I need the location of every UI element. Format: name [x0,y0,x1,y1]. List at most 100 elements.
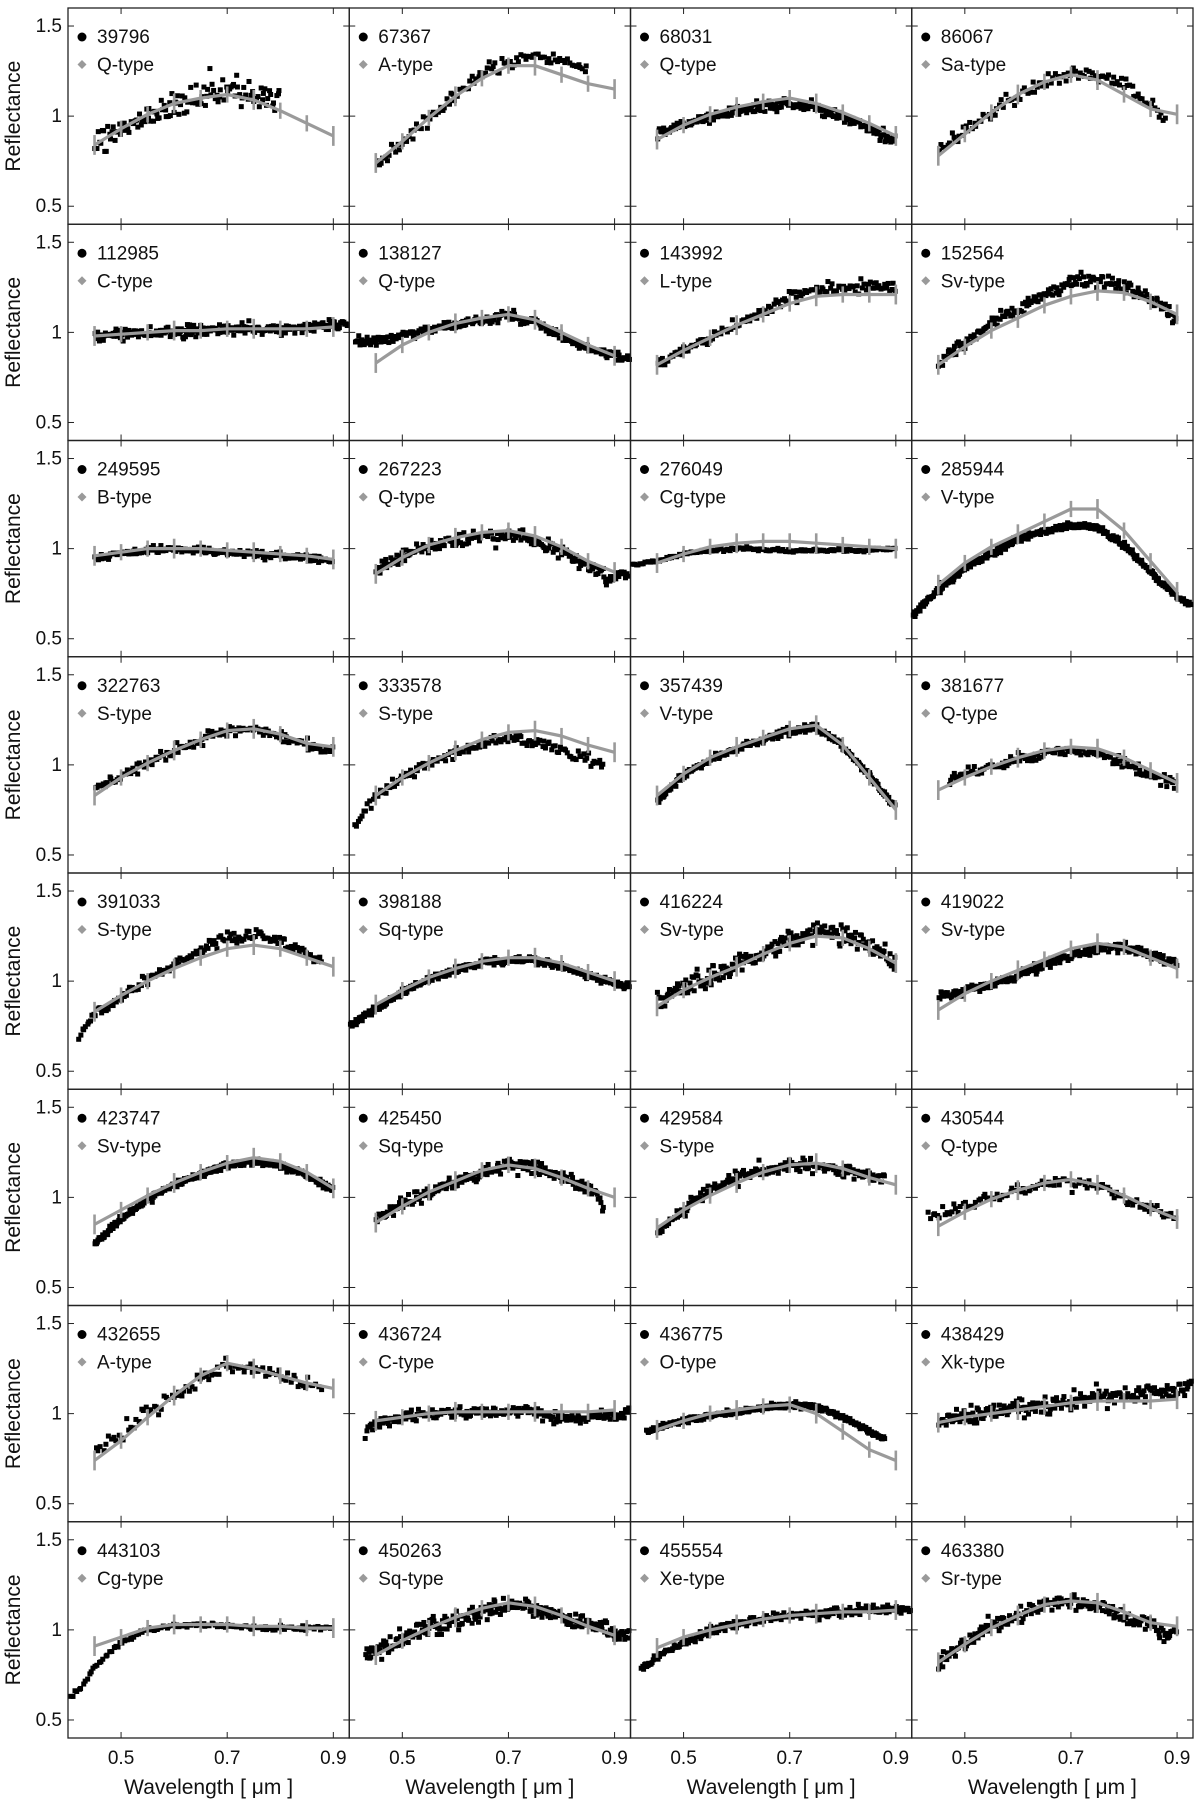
data-point [1048,80,1054,86]
data-point [112,137,118,143]
data-point [811,922,817,928]
asteroid-number: 138127 [378,243,441,264]
data-point [395,1204,401,1210]
data-point [672,123,678,129]
data-point [870,938,876,944]
data-point [386,152,392,158]
data-point [477,744,483,750]
data-point [443,758,449,764]
data-point [189,330,195,336]
taxonomic-type: Q-type [378,488,435,509]
data-point [1017,758,1023,764]
data-point [137,111,143,117]
data-point [362,808,368,814]
data-point [95,129,101,135]
data-point [662,1003,668,1009]
data-point [364,801,370,807]
data-point [234,84,240,90]
template-curve [937,73,1178,158]
data-point [583,560,589,566]
data-point [1058,288,1064,294]
observed-series [76,927,324,1042]
data-point [260,732,266,738]
data-point [1163,778,1169,784]
y-tick-label: 1 [51,1187,62,1208]
data-point [971,332,977,338]
data-point [530,1159,536,1165]
data-point [237,936,243,942]
data-point [1021,310,1027,316]
taxonomic-type: S-type [97,704,152,725]
data-point [1076,276,1082,282]
data-point [1024,758,1030,764]
data-point [674,120,680,126]
data-point [720,113,726,119]
data-point [706,120,712,126]
data-point [1061,284,1067,290]
data-point [521,740,527,746]
data-point [317,954,323,960]
data-point [1114,79,1120,85]
data-point [1162,301,1168,307]
data-point [505,739,511,745]
data-point [536,1172,542,1178]
data-point [518,321,524,327]
data-point [211,87,217,93]
data-point [1141,771,1147,777]
data-point [568,553,574,559]
data-point [186,325,192,331]
data-point [1136,290,1142,296]
data-point [511,737,517,743]
legend-observed-marker [358,897,368,907]
data-point [1038,532,1044,538]
data-point [1045,957,1051,963]
data-point [873,280,879,286]
data-point [284,1169,290,1175]
data-point [944,990,950,996]
data-point [155,549,161,555]
data-point [450,542,456,548]
data-point [777,948,783,954]
data-point [473,314,479,320]
data-point [182,95,188,101]
data-point [108,1227,114,1233]
data-point [657,357,663,363]
template-curve [656,96,897,142]
data-point [234,72,240,78]
data-point [461,530,467,536]
data-point [889,287,895,293]
data-point [487,960,493,966]
data-point [100,781,106,787]
asteroid-number: 152564 [941,243,1005,264]
data-point [324,322,330,328]
data-point [433,1184,439,1190]
legend-observed-marker [77,248,87,258]
data-point [394,781,400,787]
data-point [917,608,923,614]
data-point [517,528,523,534]
data-point [881,132,887,138]
data-point [810,942,816,948]
data-point [220,731,226,737]
data-point [701,982,707,988]
data-point [181,110,187,116]
data-point [408,767,414,773]
y-axis-label: Reflectance [2,926,25,1037]
data-point [1034,84,1040,90]
data-point [1030,79,1036,85]
data-point [599,764,605,770]
data-point [1014,758,1020,764]
data-point [344,323,350,329]
data-point [222,938,228,944]
data-point [286,945,292,951]
data-point [842,287,848,293]
data-point [1044,291,1050,297]
data-point [1109,80,1115,86]
data-point [677,777,683,783]
data-point [1116,278,1122,284]
data-point [521,53,527,59]
data-point [1077,953,1083,959]
data-point [1158,110,1164,116]
